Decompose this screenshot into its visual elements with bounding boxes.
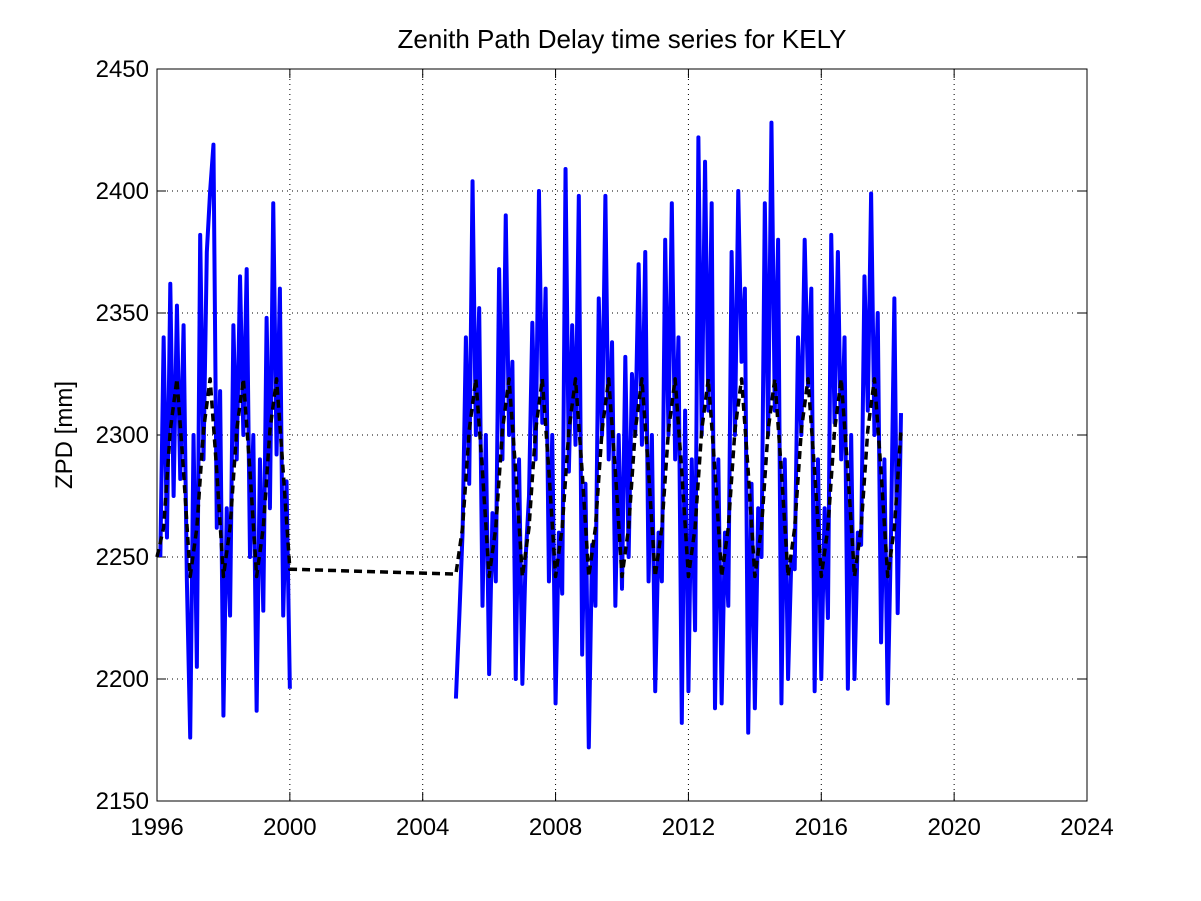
y-axis-label: ZPD [mm] xyxy=(51,381,78,489)
y-tick-label: 2300 xyxy=(96,422,149,449)
fit-line xyxy=(155,377,903,579)
x-tick-label: 2016 xyxy=(795,814,848,841)
y-tick-label: 2400 xyxy=(96,178,149,205)
x-tick-label: 1996 xyxy=(130,814,183,841)
x-tick-label: 2004 xyxy=(396,814,449,841)
y-tick-label: 2350 xyxy=(96,300,149,327)
y-tick-label: 2200 xyxy=(96,666,149,693)
x-tick-label: 2020 xyxy=(927,814,980,841)
y-tick-label: 2150 xyxy=(96,788,149,815)
x-tick-label: 2000 xyxy=(263,814,316,841)
y-tick-label: 2450 xyxy=(96,56,149,83)
data-line xyxy=(158,120,903,750)
plot-area: 2150 2200 2250 2300 2350 2400 2450 1996 2000 2004… xyxy=(96,56,1114,841)
x-tick-label: 2012 xyxy=(662,814,715,841)
x-tick-label: 2008 xyxy=(529,814,582,841)
x-tick-label: 2024 xyxy=(1060,814,1113,841)
chart-title: Zenith Path Delay time series for KELY xyxy=(398,24,847,54)
y-tick-label: 2250 xyxy=(96,544,149,571)
axes-box xyxy=(156,68,1088,802)
